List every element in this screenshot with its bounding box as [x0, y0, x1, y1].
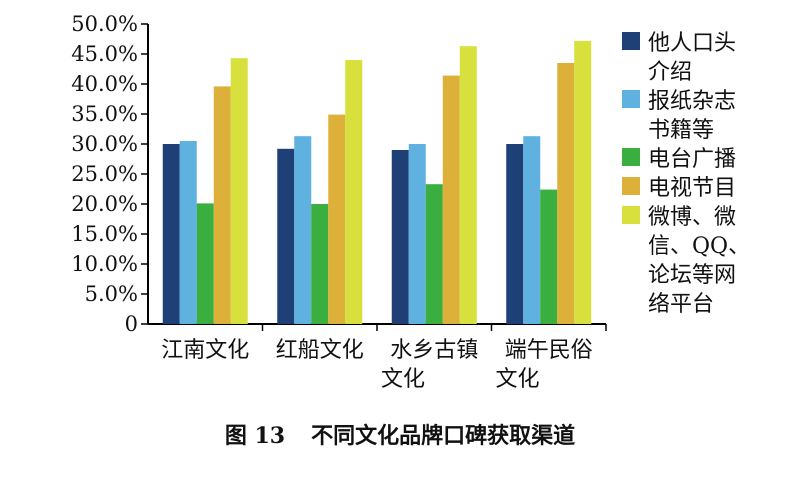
bar [277, 148, 295, 324]
bar [311, 204, 329, 324]
legend-label: 介绍 [648, 60, 692, 85]
x-tick-label: 红船文化 [276, 338, 364, 363]
bar [442, 75, 460, 324]
y-tick-label: 30.0% [71, 132, 138, 156]
figure-caption: 图 13 不同文化品牌口碑获取渠道 [0, 418, 800, 450]
bar [506, 144, 524, 324]
y-tick-label: 25.0% [71, 162, 138, 186]
bar [557, 63, 575, 324]
legend-swatch [622, 148, 640, 166]
legend-label: 电视节目 [648, 176, 736, 201]
x-tick-label: 文化 [495, 367, 539, 392]
legend-label: 微博、微 [648, 205, 736, 230]
legend-label: 络平台 [648, 292, 714, 317]
bar [294, 136, 312, 324]
bar-chart: 0 5.0% 10.0% 15.0% 20.0% 25.0% 30.0% 35.0% 40.0%… [71, 12, 750, 392]
bar [196, 203, 214, 324]
bar [574, 40, 592, 325]
bar [230, 58, 248, 324]
legend-swatch [622, 32, 640, 50]
legend-label: 论坛等网 [648, 263, 736, 288]
bar [345, 60, 363, 324]
y-tick-label: 5.0% [85, 282, 138, 306]
legend-label: 电台广播 [648, 147, 736, 172]
bar [523, 136, 541, 324]
legend-swatch [622, 177, 640, 195]
y-tick-label: 35.0% [71, 102, 138, 126]
legend-label: 信、QQ、 [648, 234, 750, 259]
plot-area: 0 5.0% 10.0% 15.0% 20.0% 25.0% 30.0% 35.0% 40.0%… [71, 12, 607, 392]
y-tick-label: 45.0% [71, 42, 138, 66]
figure-title: 不同文化品牌口碑获取渠道 [311, 423, 576, 449]
bar [213, 86, 231, 325]
figure-number: 图 13 [224, 423, 286, 449]
x-tick-label: 文化 [381, 367, 425, 392]
x-tick-label: 端午民俗 [505, 338, 593, 363]
y-tick-label: 10.0% [71, 252, 138, 276]
y-tick-label: 40.0% [71, 72, 138, 96]
bar [425, 184, 443, 324]
y-tick-label: 0 [125, 312, 138, 336]
x-tick-label: 水乡古镇 [390, 338, 478, 363]
bar [408, 144, 426, 324]
legend-label: 他人口头 [648, 31, 736, 56]
bar [540, 189, 558, 324]
bar [162, 144, 180, 324]
x-tick-label: 江南文化 [161, 338, 249, 363]
legend-label: 书籍等 [648, 118, 714, 143]
bar [459, 46, 477, 324]
legend-swatch [622, 90, 640, 108]
bar [179, 141, 197, 324]
legend-label: 报纸杂志 [648, 89, 736, 114]
bar [328, 114, 346, 324]
legend-swatch [622, 206, 640, 224]
bar [391, 150, 409, 324]
y-tick-label: 50.0% [71, 12, 138, 36]
y-tick-label: 20.0% [71, 192, 138, 216]
y-tick-label: 15.0% [71, 222, 138, 246]
